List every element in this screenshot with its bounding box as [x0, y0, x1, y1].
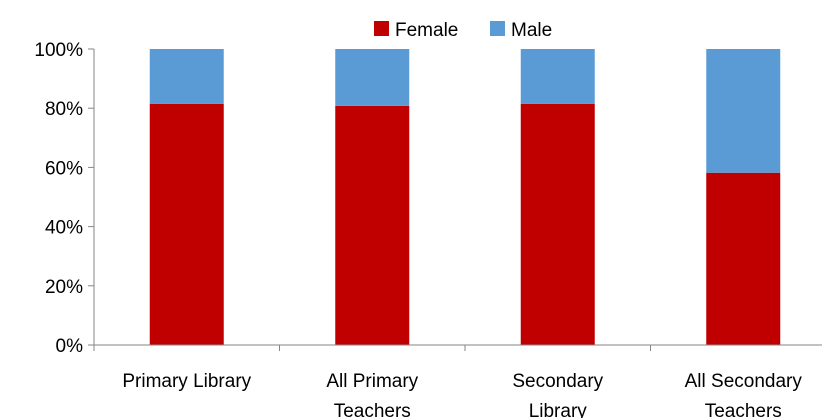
bar-female-primary-library: [149, 103, 224, 345]
x-tick-label-primary-library: Primary Library: [122, 371, 251, 392]
bar-male-primary-library: [149, 49, 224, 104]
y-tick-label-60: 60%: [45, 158, 83, 179]
y-tick-label-100: 100%: [34, 40, 83, 61]
y-tick-label-20: 20%: [45, 277, 83, 298]
x-tick-label-all-secondary-teachers: All Secondary Teachers: [685, 371, 803, 418]
chart-legend: Female Male: [374, 20, 552, 41]
legend-swatch-female: [374, 21, 389, 36]
bar-male-secondary-library: [520, 49, 595, 104]
y-tick-label-80: 80%: [45, 99, 83, 120]
chart-axes: 0% 20% 40% 60% 80% 100% Primary Library All Pri…: [34, 40, 822, 418]
legend-swatch-male: [490, 21, 505, 36]
x-tick-label-all-primary-teachers: All Primary Teachers: [326, 371, 418, 418]
y-tick-label-0: 0%: [56, 336, 84, 357]
bar-male-all-primary-teachers: [335, 49, 410, 106]
bar-male-all-secondary-teachers: [706, 49, 781, 173]
bar-group: [149, 49, 781, 345]
bar-female-all-secondary-teachers: [706, 172, 781, 345]
legend-label-male: Male: [511, 20, 552, 41]
x-tick-label-secondary-library: Secondary Library: [512, 371, 603, 418]
bar-female-secondary-library: [520, 103, 595, 345]
y-tick-label-40: 40%: [45, 218, 83, 239]
legend-label-female: Female: [395, 20, 458, 41]
bar-female-all-primary-teachers: [335, 105, 410, 345]
